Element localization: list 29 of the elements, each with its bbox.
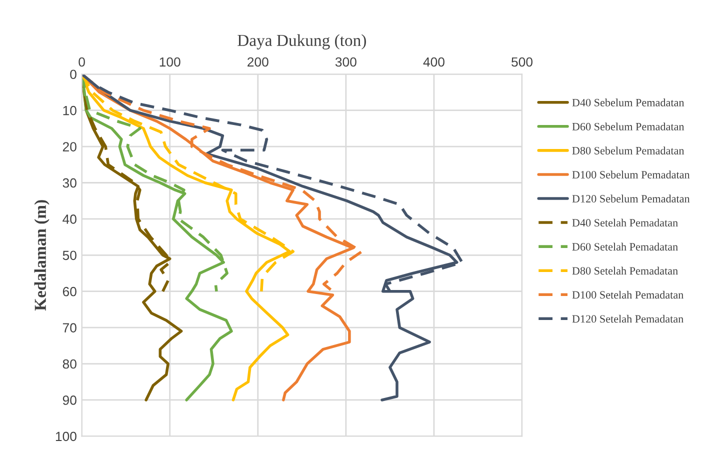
- y-tick-label: 40: [62, 214, 76, 224]
- y-tick-label: 70: [62, 323, 76, 332]
- legend-label: D40 Sebelum Pemadatan: [572, 98, 684, 106]
- y-tick-label: 80: [62, 359, 76, 369]
- x-tick-label: 100: [160, 57, 180, 67]
- legend-label: D60 Sebelum Pemadatan: [572, 122, 684, 130]
- x-tick-label: 0: [78, 57, 85, 67]
- y-tick-label: 10: [63, 106, 76, 116]
- legend-label: D80 Setelah Pemadatan: [572, 266, 678, 275]
- y-tick-label: 90: [62, 396, 76, 405]
- y-tick-label: 30: [62, 178, 76, 188]
- y-axis-title: Kedalaman (m): [34, 200, 50, 311]
- x-tick-label: 300: [335, 57, 356, 67]
- x-axis-title: Daya Dukung (ton): [238, 34, 366, 50]
- y-tick-label: 50: [62, 250, 76, 260]
- y-tick-label: 0: [70, 70, 76, 80]
- legend-label: D120 Setelah Pemadatan: [572, 314, 684, 323]
- legend-label: D40 Setelah Pemadatan: [572, 218, 678, 227]
- y-tick-label: 60: [62, 286, 76, 296]
- y-tick-label: 20: [62, 142, 76, 152]
- legend-label: D80 Sebelum Pemadatan: [572, 146, 684, 154]
- x-tick-label: 200: [248, 57, 268, 67]
- legend-label: D120 Sebelum Pemadatan: [572, 194, 690, 203]
- x-tick-label: 500: [512, 57, 532, 67]
- y-tick-label: 100: [56, 432, 76, 442]
- legend-label: D100 Sebelum Pemadatan: [572, 170, 690, 178]
- legend-label: D100 Setelah Pemadatan: [572, 290, 684, 299]
- x-tick-label: 400: [423, 57, 444, 67]
- legend-label: D60 Setelah Pemadatan: [572, 242, 678, 251]
